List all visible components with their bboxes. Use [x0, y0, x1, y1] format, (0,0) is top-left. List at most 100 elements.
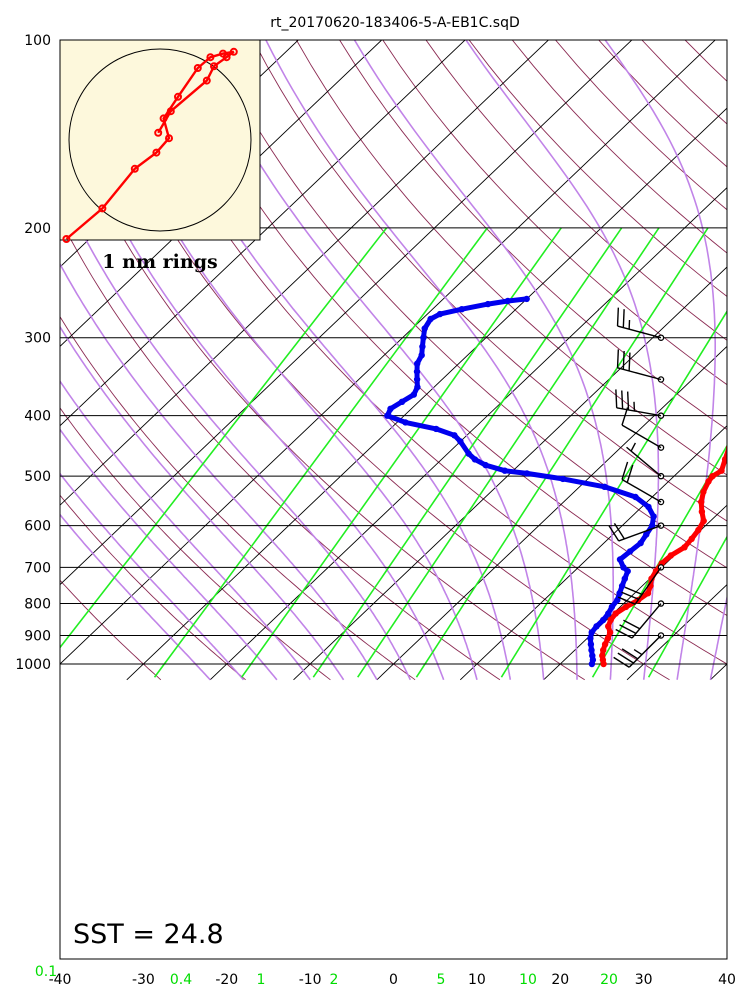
temperature-point: [721, 456, 727, 463]
wind-barb-shaft: [626, 446, 662, 477]
pressure-tick-label: 500: [24, 469, 51, 485]
wind-barb-shaft: [628, 634, 662, 668]
mixing-ratio-line: [357, 227, 660, 678]
temperature-point: [700, 488, 707, 496]
dewpoint-point: [436, 310, 444, 318]
dry-adiabat-line: [382, 40, 727, 386]
dewpoint-point: [523, 470, 531, 477]
dewpoint-point: [398, 398, 406, 405]
temperature-tick-label: 30: [635, 972, 653, 988]
wind-barb-flag: [621, 390, 624, 409]
temperature-tick-label: 20: [551, 972, 569, 988]
dewpoint-point: [608, 603, 616, 611]
wind-barb-flag: [628, 352, 631, 371]
wind-barb-flag: [617, 596, 636, 605]
wind-barb-shaft: [616, 407, 662, 417]
wind-barb-flag: [626, 391, 630, 410]
sounding-profiles: [384, 295, 735, 668]
temperature-point: [606, 629, 614, 636]
temperature-point: [729, 419, 735, 425]
isotherm-line: [60, 40, 466, 427]
mixing-ratio-tick-label: 10: [519, 972, 537, 988]
temperature-point: [667, 552, 675, 559]
dewpoint-point: [649, 522, 656, 529]
mixing-ratio-line: [60, 227, 388, 649]
temperature-point: [600, 646, 607, 654]
dewpoint-point: [523, 295, 530, 303]
dewpoint-point: [471, 456, 479, 463]
temperature-point: [601, 641, 609, 648]
dewpoint-point: [624, 568, 631, 575]
hodograph-point: [159, 114, 168, 123]
hodograph-point: [98, 204, 107, 213]
temperature-point: [607, 616, 614, 624]
dewpoint-point: [626, 548, 634, 555]
temperature-tick-labels: -40 -30 -20 -10 0 10 20 30 40: [49, 972, 736, 988]
dewpoint-point: [484, 300, 492, 308]
wind-barb-flag: [624, 586, 643, 596]
dewpoint-point: [387, 405, 394, 412]
dry-adiabat-line: [166, 40, 727, 617]
dewpoint-point: [501, 467, 508, 474]
dewpoint-point: [587, 635, 594, 642]
dewpoint-point: [427, 315, 434, 323]
dewpoint-point: [384, 412, 391, 419]
dewpoint-point: [588, 629, 595, 636]
pressure-tick-labels: 100 200 300 400 500 600 700 800 900 1000: [15, 33, 51, 673]
dewpoint-point: [458, 306, 465, 313]
dewpoint-point: [632, 493, 639, 501]
temperature-tick-label: -20: [215, 972, 238, 988]
wind-barb-flag: [622, 309, 625, 328]
temperature-point: [709, 473, 716, 480]
isotherm-line: [60, 40, 633, 586]
temperature-tick-label: 10: [468, 972, 486, 988]
pressure-tick-label: 100: [24, 33, 51, 49]
temperature-point: [698, 508, 706, 515]
wind-barb-shaft: [621, 478, 662, 503]
temperature-point: [599, 652, 606, 659]
mixing-ratio-line: [153, 227, 488, 678]
isotherm-line: [60, 40, 550, 506]
dewpoint-point: [616, 556, 624, 563]
temperature-tick-label: -40: [49, 972, 72, 988]
isotherm-line: [0, 26, 63, 680]
temperature-point: [648, 575, 655, 582]
wind-barb-shaft: [617, 325, 662, 339]
temperature-point: [604, 635, 612, 642]
temperature-point: [681, 544, 688, 551]
dewpoint-point: [504, 297, 511, 305]
dewpoint-point: [605, 610, 612, 617]
wind-barb-half-flag: [633, 648, 643, 656]
dewpoint-point: [620, 564, 627, 571]
mixing-ratio-line: [500, 309, 727, 678]
dewpoint-profile: [384, 295, 657, 668]
wind-barb-shaft: [631, 603, 662, 639]
isotherm-line: [60, 40, 716, 665]
dewpoint-point: [402, 419, 409, 426]
isotherm-line: [459, 425, 727, 681]
temperature-point: [695, 526, 702, 534]
wind-barb-flag: [616, 349, 620, 368]
isotherm-line: [209, 186, 727, 681]
dewpoint-point: [419, 343, 426, 350]
hodograph-point: [130, 164, 139, 173]
hodograph-point: [202, 76, 211, 85]
dewpoint-point: [482, 461, 489, 469]
dewpoint-point: [614, 596, 621, 604]
temperature-tick-label: 40: [718, 972, 736, 988]
mixing-ratio-tick-label: 5: [437, 972, 446, 988]
temperature-point: [705, 478, 712, 485]
wind-barb-flag: [622, 350, 625, 370]
dewpoint-point: [559, 475, 567, 483]
wind-barb: [617, 564, 665, 605]
hodograph-trace: [62, 47, 238, 243]
dewpoint-point: [621, 575, 628, 582]
hodograph-point: [152, 148, 161, 157]
wind-barbs: [608, 307, 665, 668]
wind-barb: [616, 349, 665, 383]
pressure-tick-label: 300: [24, 331, 51, 347]
hodograph-ring-label: 1 nm rings: [102, 251, 217, 273]
wind-barb: [616, 307, 665, 341]
temperature-point: [718, 467, 725, 474]
mixing-ratio-tick-labels: 0.1 0.4 1 2 5 10 20: [35, 964, 618, 988]
